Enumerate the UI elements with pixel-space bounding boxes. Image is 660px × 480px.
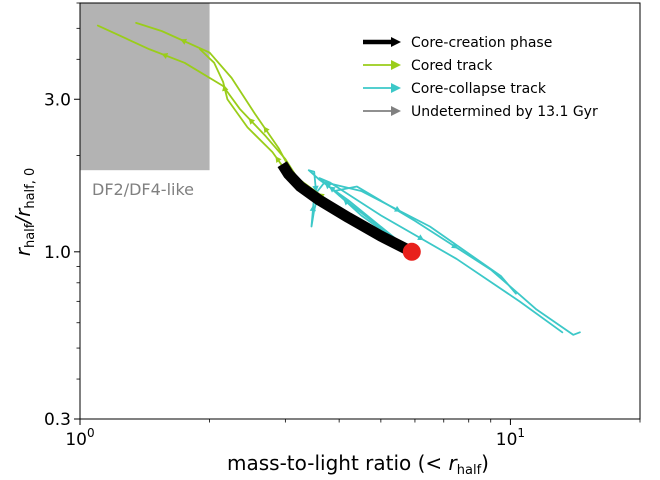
cored-arrowhead <box>180 38 188 45</box>
core-collapse-arrowhead <box>324 182 332 190</box>
legend-arrow-icon <box>391 60 401 70</box>
cored-arrowhead <box>275 156 282 164</box>
y-tick-label: 3.0 <box>44 90 71 110</box>
legend-arrow-icon <box>391 83 401 93</box>
core-collapse-series-line <box>318 177 564 334</box>
cored-arrowhead <box>263 126 270 134</box>
plot-frame <box>79 2 641 420</box>
shaded-region <box>80 3 210 171</box>
series-layer <box>96 21 581 336</box>
legend: Core-creation phase Cored track Core-colla… <box>363 35 598 120</box>
core-collapse-arrowhead <box>309 205 317 212</box>
x-tick-label: 101 <box>496 426 525 450</box>
shaded-region-label: DF2/DF4-like <box>92 180 194 199</box>
legend-label: Cored track <box>411 58 493 74</box>
legend-label: Undetermined by 13.1 Gyr <box>411 104 598 120</box>
y-axis-label: rhalf/rhalf, 0 <box>11 168 38 257</box>
y-axis: 0.3 1.0 3.0 <box>44 2 80 430</box>
core-creation-series-line <box>277 161 415 257</box>
legend-label: Core-creation phase <box>411 35 552 51</box>
start-marker <box>402 242 421 261</box>
core-collapse-series-line <box>333 185 581 336</box>
core-collapse-arrowhead <box>312 185 319 192</box>
y-tick-label: 0.3 <box>44 410 71 430</box>
legend-arrow-icon <box>391 37 401 47</box>
legend-arrow-icon <box>391 106 401 116</box>
core-collapse-series-line <box>307 169 517 295</box>
core-collapse-arrowhead <box>417 234 424 241</box>
y-tick-label: 1.0 <box>44 243 71 263</box>
x-axis: 100 101 <box>65 419 641 450</box>
cored-arrowhead <box>248 118 256 125</box>
cored-arrowhead <box>222 84 229 92</box>
x-axis-label: mass-to-light ratio (< rhalf) <box>227 451 489 478</box>
legend-label: Core-collapse track <box>411 81 547 97</box>
cored-arrowhead <box>161 53 169 60</box>
x-tick-label: 100 <box>65 426 94 450</box>
core-collapse-arrowhead <box>451 242 458 249</box>
